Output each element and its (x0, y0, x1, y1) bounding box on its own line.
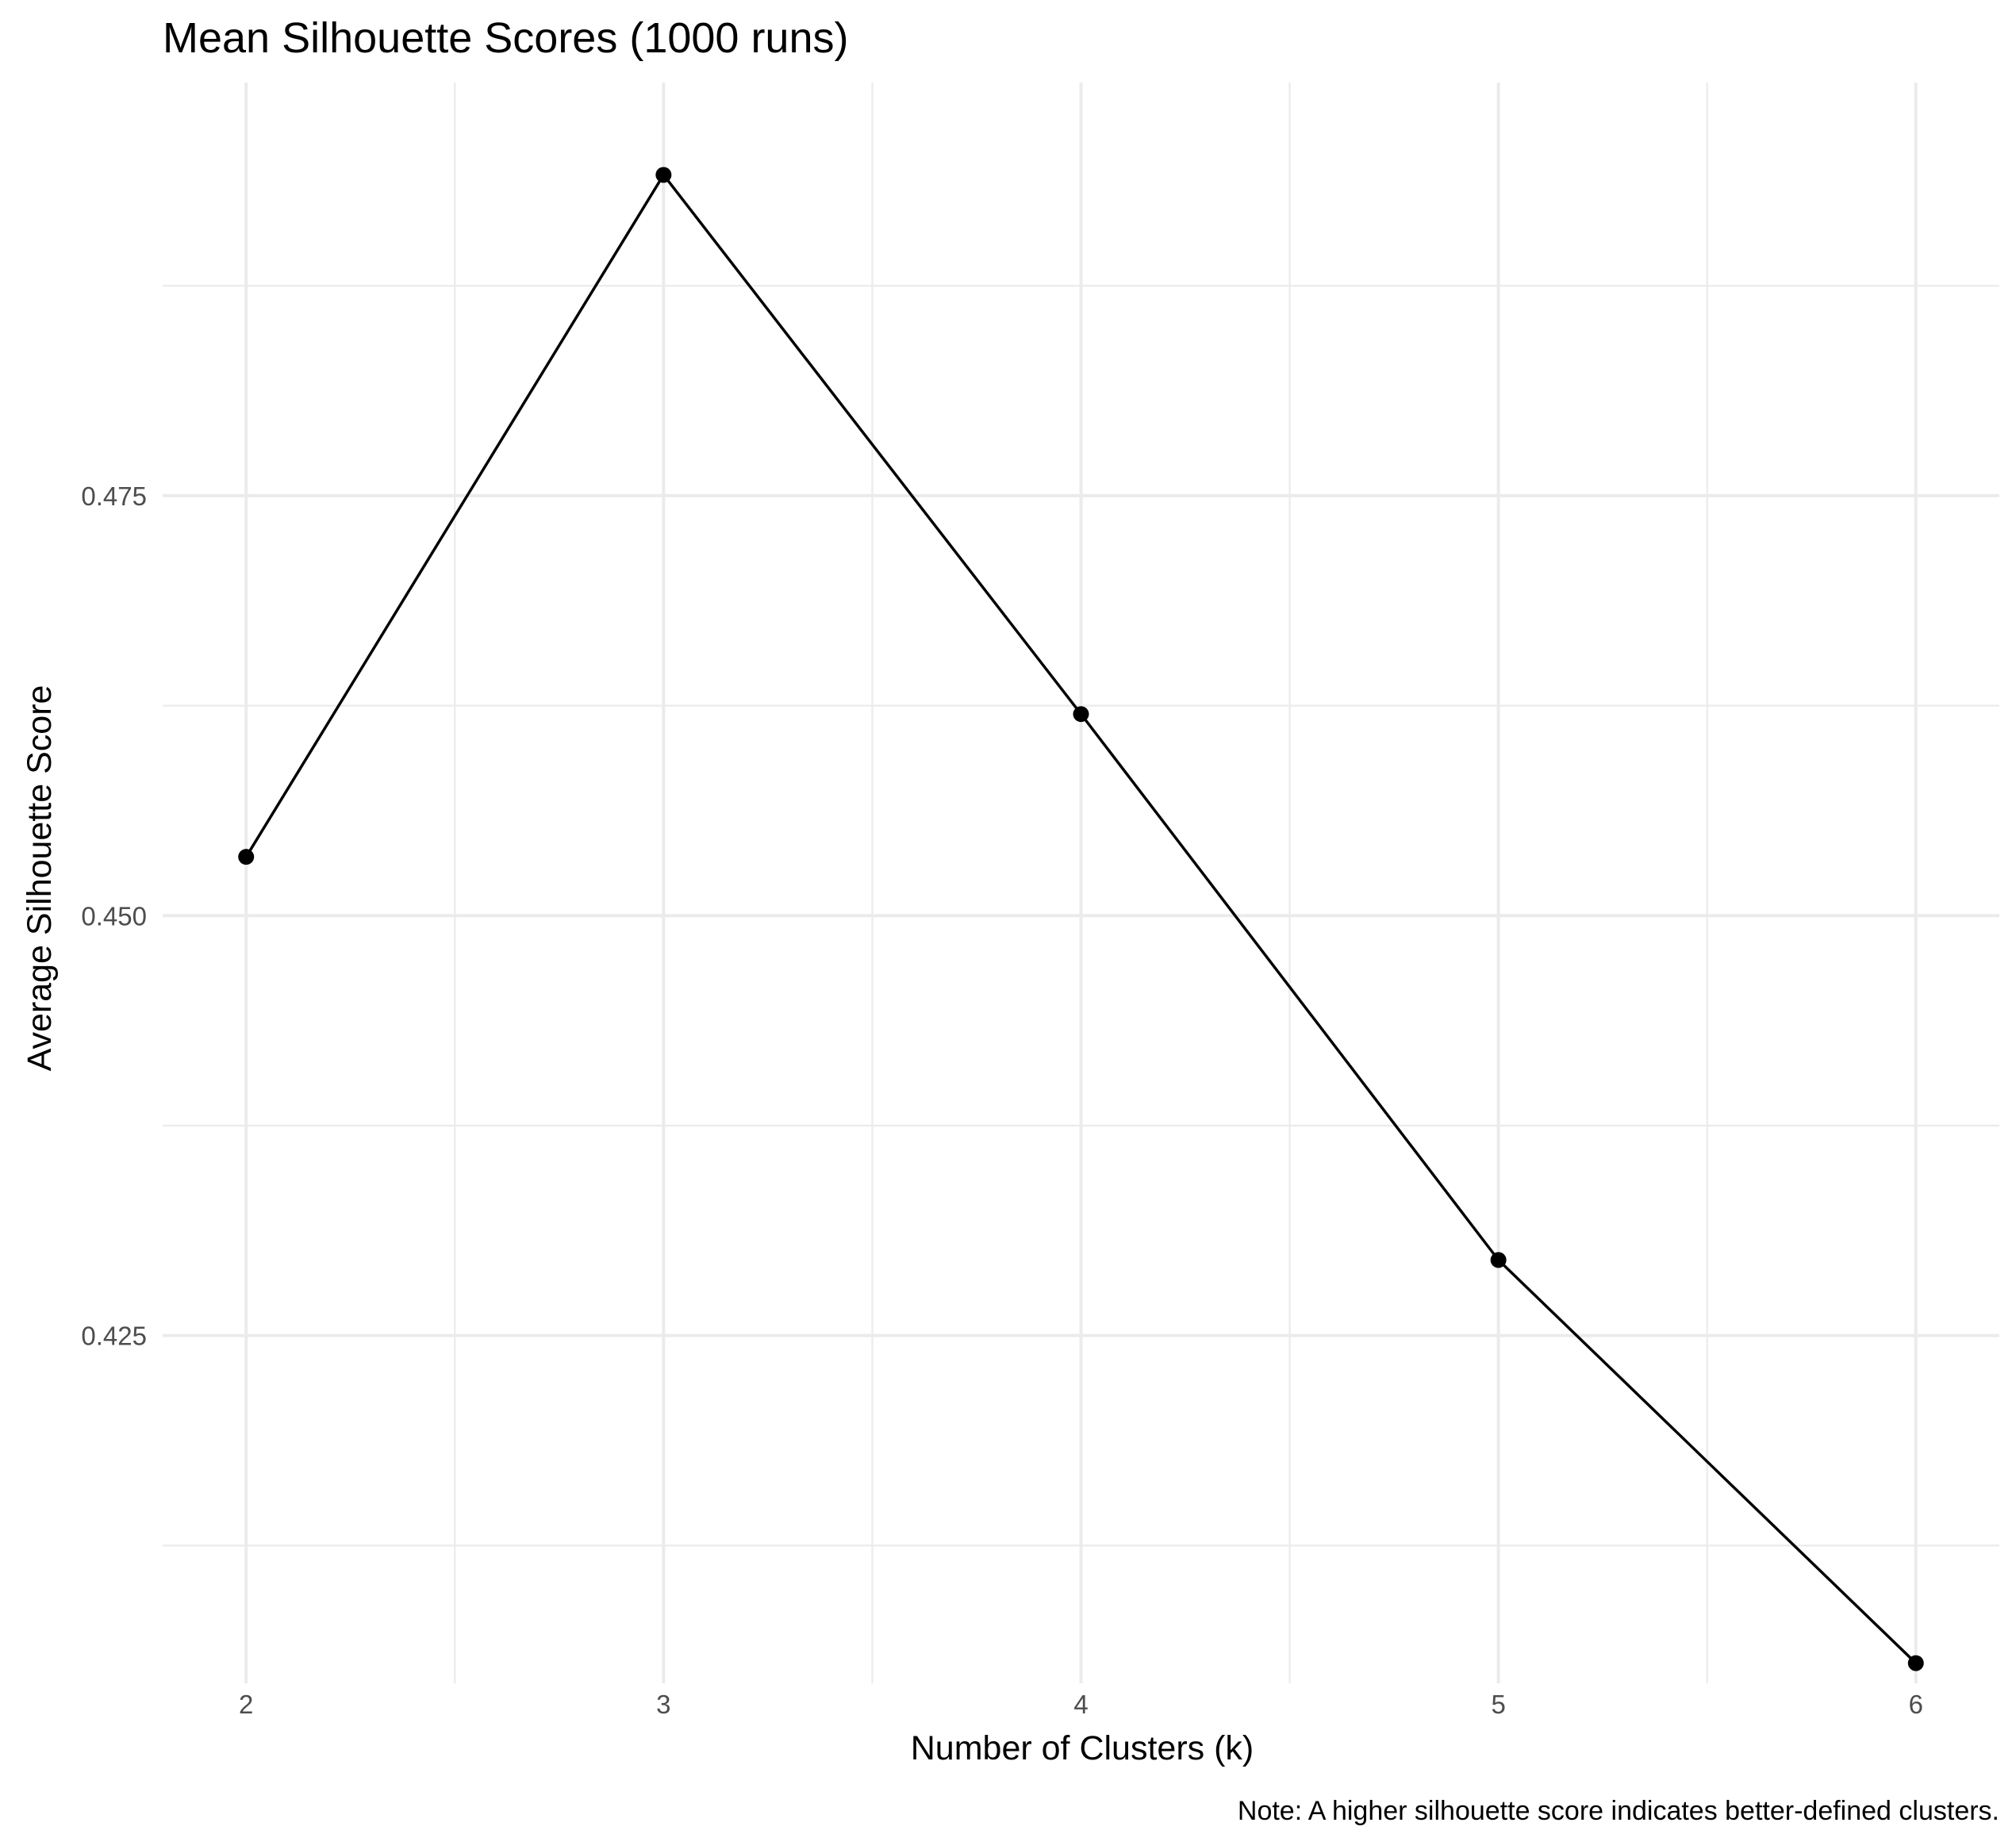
chart-caption: Note: A higher silhouette score indicate… (1238, 1796, 1999, 1826)
data-point (1073, 706, 1089, 723)
series-layer (238, 167, 1924, 1671)
y-axis-title: Average Silhouette Score (21, 685, 59, 1072)
data-point (238, 849, 255, 865)
y-tick-label: 0.475 (81, 482, 147, 511)
x-tick-label: 5 (1491, 1690, 1505, 1719)
data-point (655, 167, 672, 183)
data-point (1907, 1655, 1924, 1671)
x-axis-title: Number of Clusters (k) (911, 1729, 1254, 1767)
major-gridlines (163, 82, 1999, 1683)
y-tick-label: 0.450 (81, 901, 147, 930)
chart-title: Mean Silhouette Scores (1000 runs) (163, 14, 848, 62)
y-tick-label: 0.425 (81, 1322, 147, 1351)
data-point (1490, 1252, 1507, 1268)
tick-labels: 2 3 4 5 6 0.425 0.450 0.475 (81, 482, 1923, 1719)
x-tick-label: 2 (239, 1690, 253, 1719)
x-tick-label: 6 (1909, 1690, 1923, 1719)
x-tick-label: 4 (1073, 1690, 1088, 1719)
x-tick-label: 3 (656, 1690, 670, 1719)
